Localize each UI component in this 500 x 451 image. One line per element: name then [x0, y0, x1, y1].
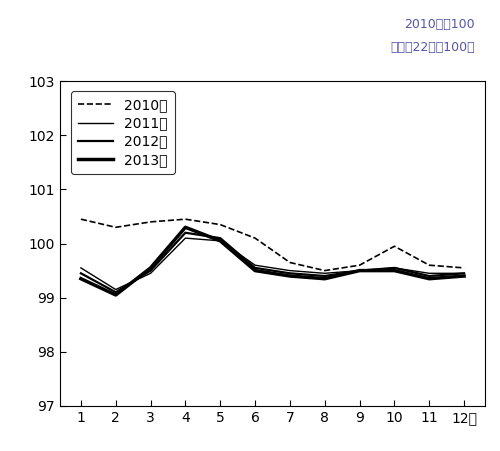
2011年: [322, 271, 328, 276]
2011年: [426, 271, 432, 276]
2010年: [148, 219, 154, 225]
2012年: [148, 268, 154, 273]
2010年: [78, 216, 84, 222]
2012年: [78, 271, 84, 276]
Text: 2010年＝100: 2010年＝100: [404, 18, 475, 31]
2010年: [322, 268, 328, 273]
2012年: [287, 271, 293, 276]
Text: （平成22年＝100）: （平成22年＝100）: [390, 41, 475, 54]
2010年: [461, 265, 467, 271]
2010年: [252, 235, 258, 241]
2010年: [287, 260, 293, 265]
2013年: [461, 273, 467, 279]
2012年: [217, 235, 223, 241]
2010年: [217, 222, 223, 227]
2010年: [356, 262, 362, 268]
2013年: [392, 268, 398, 273]
Line: 2011年: 2011年: [81, 238, 464, 290]
2012年: [426, 273, 432, 279]
Line: 2010年: 2010年: [81, 219, 464, 271]
2010年: [392, 244, 398, 249]
Line: 2012年: 2012年: [81, 233, 464, 292]
Legend: 2010年, 2011年, 2012年, 2013年: 2010年, 2011年, 2012年, 2013年: [71, 92, 174, 174]
2013年: [426, 276, 432, 281]
2010年: [182, 216, 188, 222]
Line: 2013年: 2013年: [81, 227, 464, 295]
2011年: [356, 268, 362, 273]
2011年: [287, 268, 293, 273]
2013年: [356, 268, 362, 273]
2012年: [356, 268, 362, 273]
2011年: [217, 238, 223, 244]
2011年: [78, 265, 84, 271]
2010年: [112, 225, 118, 230]
2010年: [426, 262, 432, 268]
2012年: [182, 230, 188, 235]
2013年: [322, 276, 328, 281]
2012年: [392, 265, 398, 271]
2013年: [148, 265, 154, 271]
2012年: [252, 265, 258, 271]
2013年: [112, 292, 118, 298]
2011年: [252, 262, 258, 268]
2013年: [217, 238, 223, 244]
2012年: [461, 271, 467, 276]
2013年: [78, 276, 84, 281]
2011年: [148, 271, 154, 276]
2011年: [112, 287, 118, 292]
2011年: [461, 271, 467, 276]
2013年: [287, 273, 293, 279]
2012年: [322, 273, 328, 279]
2011年: [392, 265, 398, 271]
2011年: [182, 235, 188, 241]
2013年: [182, 225, 188, 230]
2013年: [252, 268, 258, 273]
2012年: [112, 290, 118, 295]
